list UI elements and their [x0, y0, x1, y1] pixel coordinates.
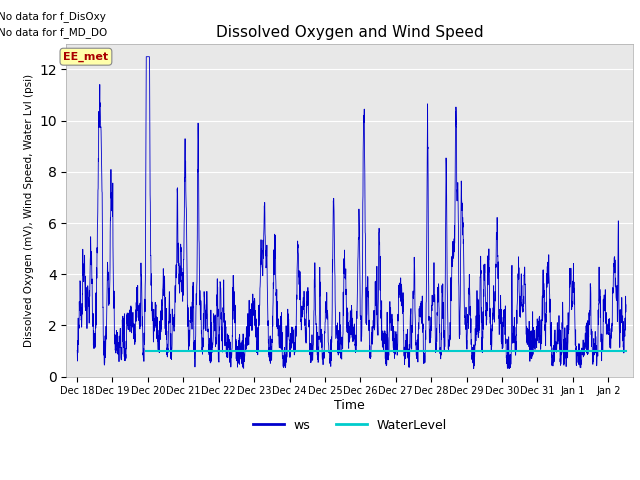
Legend: ws, WaterLevel: ws, WaterLevel [248, 414, 452, 437]
Text: No data for f_MD_DO: No data for f_MD_DO [0, 27, 108, 38]
Title: Dissolved Oxygen and Wind Speed: Dissolved Oxygen and Wind Speed [216, 25, 484, 40]
X-axis label: Time: Time [334, 399, 365, 412]
Text: No data for f_DisOxy: No data for f_DisOxy [0, 11, 106, 22]
Y-axis label: Dissolved Oxygen (mV), Wind Speed, Water Lvl (psi): Dissolved Oxygen (mV), Wind Speed, Water… [24, 74, 33, 347]
Text: EE_met: EE_met [63, 51, 109, 62]
